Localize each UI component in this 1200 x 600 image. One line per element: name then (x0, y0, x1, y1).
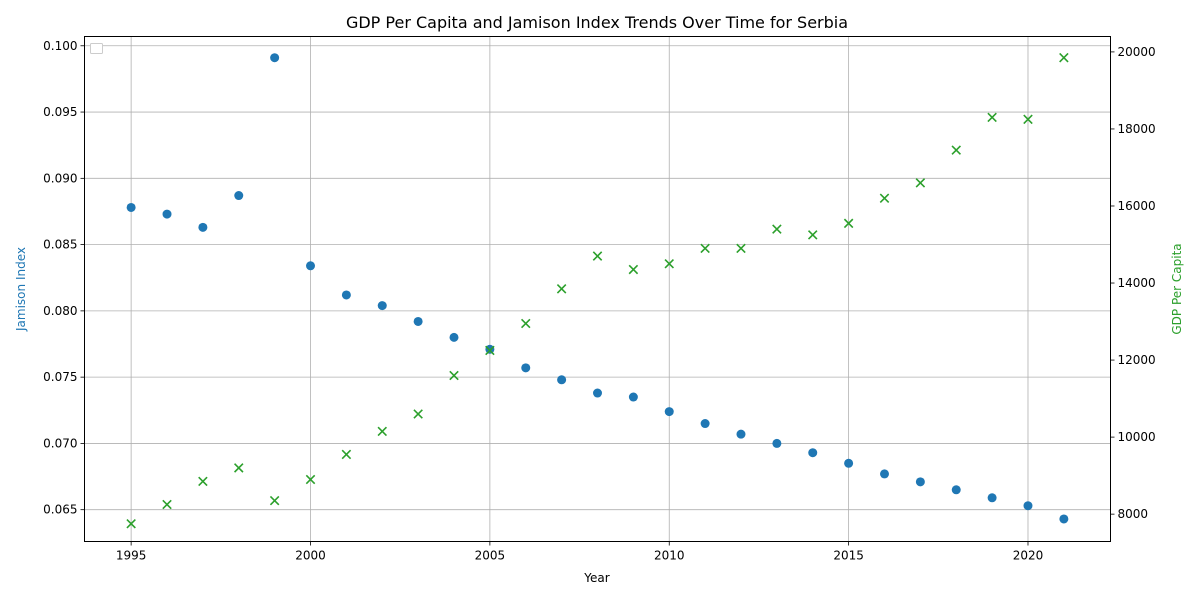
left-y-tick-label: 0.090 (43, 171, 77, 185)
data-markers (126, 52, 1069, 529)
gdp-per-capita-point (664, 259, 675, 269)
jamison-index-point (772, 438, 782, 448)
x-tick-label: 2010 (654, 549, 685, 563)
jamison-index-point (844, 458, 854, 468)
legend-box (90, 43, 103, 54)
chart-title: GDP Per Capita and Jamison Index Trends … (346, 13, 848, 32)
jamison-index-point (951, 485, 961, 495)
jamison-index-point (987, 493, 997, 503)
jamison-index-point (449, 332, 459, 342)
jamison-index-point (521, 363, 531, 373)
gdp-per-capita-point (807, 230, 818, 240)
right-y-tick-label: 18000 (1118, 122, 1156, 136)
gdp-per-capita-point (269, 495, 280, 506)
gdp-per-capita-point (700, 243, 710, 254)
jamison-index-point (306, 261, 316, 271)
gdp-per-capita-point (198, 476, 208, 487)
jamison-index-point (915, 477, 925, 487)
gdp-per-capita-point (772, 224, 782, 234)
x-tick-label: 1995 (116, 549, 147, 563)
gdp-per-capita-point (377, 426, 388, 437)
left-y-tick-label: 0.075 (43, 370, 77, 384)
grid-lines (84, 36, 1111, 542)
gdp-per-capita-point (341, 449, 352, 460)
left-y-tick-label: 0.100 (43, 39, 77, 53)
gdp-per-capita-point (592, 251, 603, 261)
gdp-per-capita-point (520, 318, 531, 329)
x-axis-title: Year (583, 571, 609, 585)
gdp-per-capita-point (628, 264, 639, 275)
right-y-tick-label: 20000 (1118, 45, 1156, 59)
gdp-per-capita-point (915, 178, 926, 188)
jamison-index-point (413, 316, 423, 326)
jamison-index-point (628, 392, 638, 402)
gdp-per-capita-point (556, 284, 567, 294)
gdp-per-capita-point (987, 112, 997, 123)
right-y-tick-label: 8000 (1118, 507, 1149, 521)
jamison-index-point (700, 419, 710, 429)
gdp-per-capita-point (1059, 52, 1069, 63)
jamison-index-point (341, 290, 351, 300)
x-tick-label: 2020 (1013, 549, 1044, 563)
jamison-index-point (377, 301, 387, 311)
jamison-index-point (234, 191, 244, 201)
gdp-per-capita-point (736, 243, 746, 254)
gdp-per-capita-point (879, 193, 890, 204)
right-y-tick-label: 12000 (1118, 353, 1156, 367)
jamison-index-point (879, 469, 889, 479)
gdp-per-capita-point (951, 145, 962, 155)
jamison-index-point (808, 448, 818, 458)
gdp-per-capita-point (305, 474, 316, 485)
jamison-index-point (736, 429, 746, 439)
jamison-index-point (664, 407, 674, 417)
gdp-per-capita-point (413, 409, 423, 419)
plot-frame (84, 36, 1111, 542)
gdp-per-capita-point (162, 499, 172, 510)
gdp-per-capita-point (485, 345, 495, 356)
jamison-index-point (126, 202, 136, 212)
jamison-index-point (162, 209, 172, 219)
x-tick-label: 2015 (833, 549, 864, 563)
jamison-index-point (270, 53, 280, 63)
jamison-index-point (557, 375, 567, 385)
left-y-axis-title: Jamison Index (14, 247, 28, 332)
x-tick-label: 2000 (295, 549, 326, 563)
gdp-per-capita-point (843, 218, 854, 229)
left-y-tick-label: 0.095 (43, 105, 77, 119)
gdp-per-capita-point (449, 370, 459, 381)
x-tick-label: 2005 (475, 549, 506, 563)
right-y-tick-label: 10000 (1118, 430, 1156, 444)
gdp-per-capita-point (126, 519, 136, 529)
right-y-axis-title: GDP Per Capita (1170, 243, 1184, 334)
gdp-per-capita-point (233, 463, 244, 473)
left-y-tick-label: 0.085 (43, 238, 77, 252)
jamison-index-point (1059, 514, 1069, 524)
left-y-tick-label: 0.070 (43, 436, 77, 450)
jamison-index-point (198, 222, 208, 232)
axis-ticks: 1995 2000 2005 2010 2015 2020 0.065 0.070 0.075 0… (43, 39, 1156, 563)
right-y-tick-label: 14000 (1118, 276, 1156, 290)
gdp-per-capita-point (1023, 114, 1033, 125)
left-y-tick-label: 0.080 (43, 304, 77, 318)
jamison-index-point (1023, 501, 1033, 511)
jamison-index-point (593, 388, 602, 398)
right-y-tick-label: 16000 (1118, 199, 1156, 213)
left-y-tick-label: 0.065 (43, 503, 77, 517)
